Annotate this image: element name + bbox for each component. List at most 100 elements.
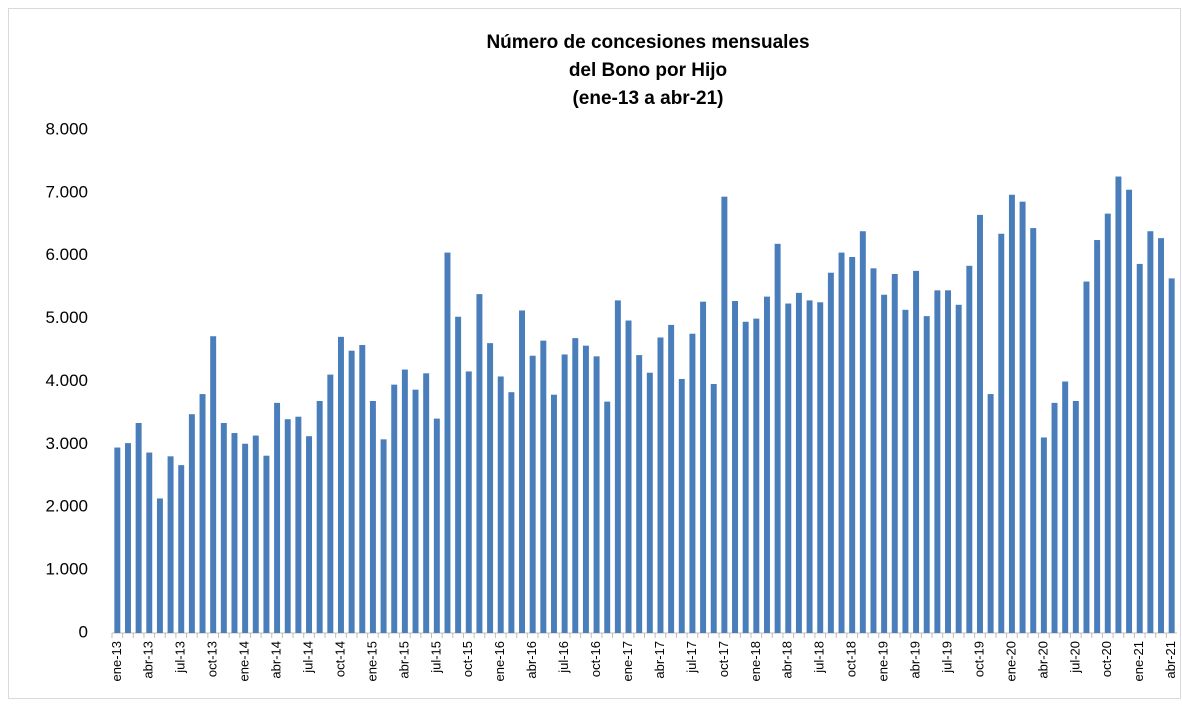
bar xyxy=(891,273,898,633)
bar xyxy=(114,447,121,633)
x-tick-label: oct-14 xyxy=(332,641,347,677)
bar xyxy=(795,292,802,633)
bar xyxy=(636,355,643,633)
y-tick-label: 8.000 xyxy=(45,119,88,138)
bar xyxy=(817,302,824,633)
bar xyxy=(156,498,163,633)
x-tick-label: jul-18 xyxy=(812,641,827,674)
bar xyxy=(550,394,557,633)
bar xyxy=(753,318,760,633)
bar xyxy=(178,465,185,633)
bar xyxy=(934,290,941,633)
x-tick-label: abr-16 xyxy=(524,641,539,679)
bar xyxy=(284,419,291,633)
bar xyxy=(1126,189,1133,633)
bar xyxy=(188,414,195,633)
bar xyxy=(263,455,270,633)
bar xyxy=(827,272,834,633)
bar xyxy=(220,422,227,633)
x-tick-label: ene-15 xyxy=(364,641,379,681)
bar xyxy=(700,301,707,633)
x-tick-label: abr-21 xyxy=(1163,641,1178,679)
bar xyxy=(1147,231,1154,633)
x-tick-label: jul-19 xyxy=(939,641,954,674)
bar xyxy=(327,374,334,633)
chart-title: del Bono por Hijo xyxy=(569,60,727,81)
x-tick-label: jul-13 xyxy=(173,641,188,674)
bar xyxy=(561,354,568,633)
x-tick-label: oct-19 xyxy=(971,641,986,677)
bar xyxy=(412,389,419,633)
bar xyxy=(966,265,973,633)
bar xyxy=(476,294,483,633)
bar xyxy=(124,443,131,633)
bar xyxy=(742,321,749,633)
bar xyxy=(444,252,451,633)
x-tick-label: ene-14 xyxy=(237,641,252,681)
bar xyxy=(902,309,909,633)
bar xyxy=(455,316,462,633)
x-tick-label: jul-15 xyxy=(428,641,443,674)
bar xyxy=(1040,437,1047,633)
bar xyxy=(582,345,589,633)
chart-frame xyxy=(8,8,1181,699)
bar xyxy=(274,402,281,633)
x-tick-label: abr-19 xyxy=(908,641,923,679)
bar xyxy=(646,372,653,633)
bar xyxy=(497,376,504,633)
bar xyxy=(614,300,621,633)
bar xyxy=(913,270,920,633)
x-tick-label: oct-20 xyxy=(1099,641,1114,677)
bar xyxy=(657,337,664,633)
y-tick-label: 4.000 xyxy=(45,371,88,390)
bar xyxy=(1115,176,1122,633)
bar xyxy=(135,422,142,633)
x-tick-label: ene-13 xyxy=(109,641,124,681)
bar xyxy=(1062,381,1069,633)
bar xyxy=(1136,263,1143,633)
bar xyxy=(1158,238,1165,633)
bar xyxy=(316,400,323,633)
x-tick-label: ene-19 xyxy=(876,641,891,681)
bar xyxy=(763,296,770,633)
bar xyxy=(593,356,600,633)
x-tick-label: abr-18 xyxy=(780,641,795,679)
bar xyxy=(998,233,1005,633)
bar xyxy=(391,384,398,633)
y-tick-label: 3.000 xyxy=(45,434,88,453)
bar xyxy=(252,435,259,633)
bar xyxy=(604,401,611,633)
bar xyxy=(380,439,387,633)
bar xyxy=(487,343,494,633)
chart-title: Número de concesiones mensuales xyxy=(486,32,809,53)
y-tick-label: 0 xyxy=(79,622,88,641)
bar xyxy=(369,400,376,633)
bar xyxy=(295,416,302,633)
y-tick-label: 1.000 xyxy=(45,560,88,579)
y-tick-label: 5.000 xyxy=(45,308,88,327)
x-tick-label: ene-18 xyxy=(748,641,763,681)
bar xyxy=(678,378,685,633)
x-tick-label: oct-16 xyxy=(588,641,603,677)
bar xyxy=(689,333,696,633)
y-tick-label: 2.000 xyxy=(45,497,88,516)
x-tick-label: abr-17 xyxy=(652,641,667,679)
x-tick-label: ene-17 xyxy=(620,641,635,681)
bar xyxy=(976,214,983,633)
bar xyxy=(710,384,717,633)
bar xyxy=(1094,240,1101,633)
x-tick-label: jul-16 xyxy=(556,641,571,674)
bar xyxy=(199,394,206,633)
bar xyxy=(806,300,813,633)
bar xyxy=(572,338,579,633)
bar xyxy=(881,294,888,633)
bar xyxy=(838,252,845,633)
bar xyxy=(1083,281,1090,633)
bar xyxy=(849,257,856,633)
bar xyxy=(167,456,174,633)
x-tick-label: ene-20 xyxy=(1003,641,1018,681)
x-tick-label: oct-18 xyxy=(844,641,859,677)
chart-title: (ene-13 a abr-21) xyxy=(572,88,723,109)
bar xyxy=(923,316,930,633)
